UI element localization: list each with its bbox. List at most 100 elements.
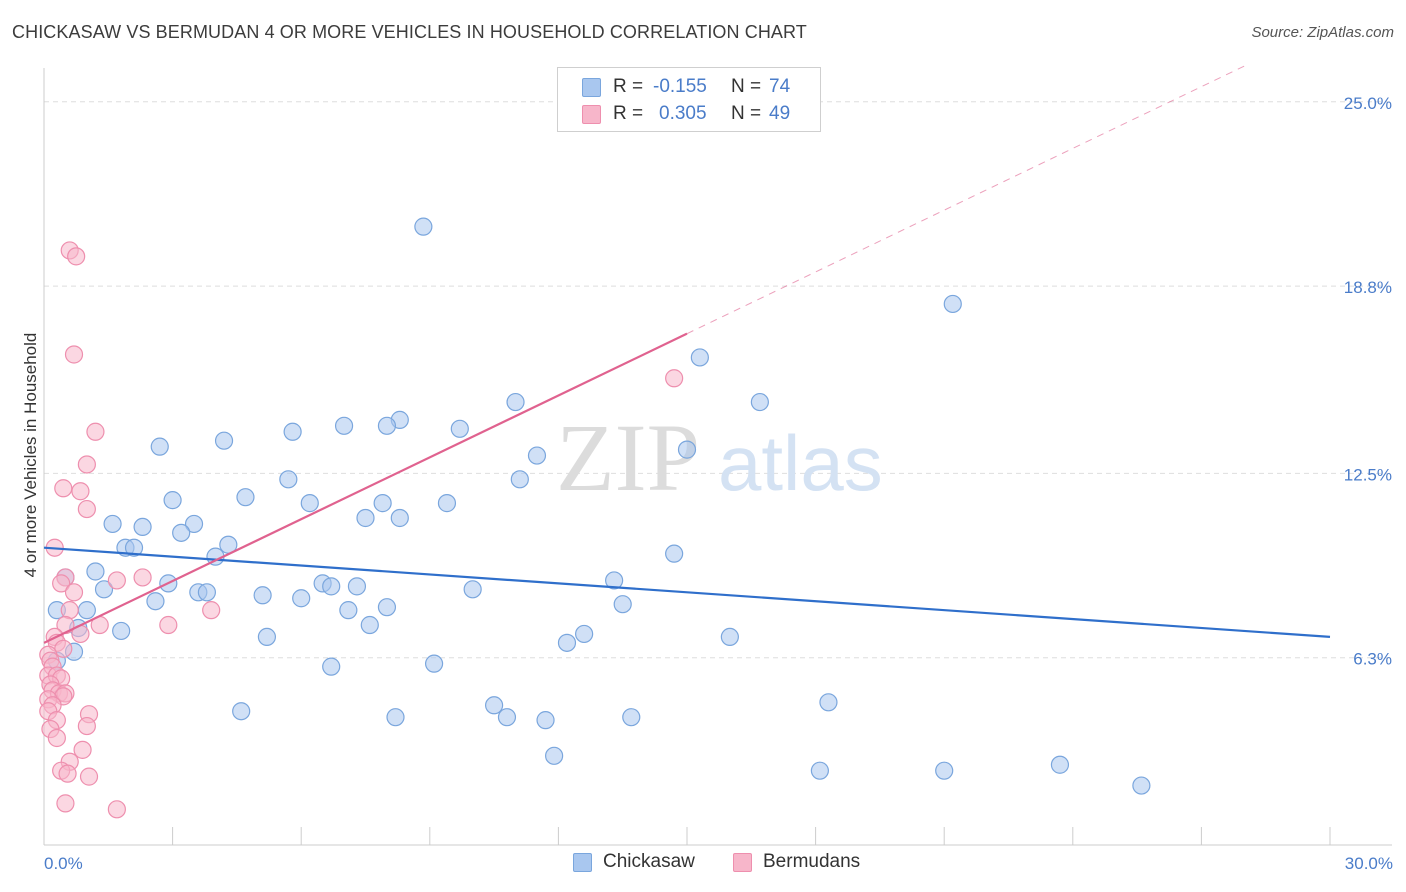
chickasaw-point [124,538,144,557]
legend-label-bermudans: Bermudans [763,851,861,872]
chickasaw-point [146,592,165,611]
chickasaw-point [677,440,697,459]
chickasaw-point [172,523,191,542]
bermudan-point [67,247,86,266]
legend-r-value: -0.155 [653,76,707,97]
chickasaw-point [334,416,354,435]
legend-n-value: 74 [769,76,791,97]
bermudan-point [77,455,96,474]
chickasaw-point [386,708,405,727]
watermark-atlas: atlas [718,419,883,507]
bermudan-point [56,794,75,813]
chickasaw-point [510,470,529,489]
chickasaw-point [283,422,302,441]
legend-r-label: R = [613,76,644,97]
chickasaw-point [390,508,409,528]
legend-r-value: 0.305 [659,103,707,124]
bermudan-point [54,479,73,498]
chickasaw-point [690,348,709,367]
chickasaw-point [322,577,341,596]
bermudan-point [107,571,126,590]
chickasaw-point [1132,776,1151,795]
chickasaw-point [150,437,169,456]
chickasaw-point [356,508,375,528]
chickasaw-point [557,633,577,652]
chickasaw-point [77,601,96,620]
legend-item-bermudans[interactable]: Bermudans [733,851,860,873]
chickasaw-point [506,392,525,412]
bermudan-point [58,764,77,783]
y-axis-label: 4 or more Vehicles in Household [21,333,40,578]
chickasaw-point [163,491,182,510]
chickasaw-point [810,761,829,780]
chickasaw-point [112,621,131,641]
bermudan-point [71,482,90,501]
y-tick-label: 25.0% [1344,94,1392,113]
bermudan-point [159,615,178,635]
chickasaw-points [47,217,1151,795]
chickasaw-point [527,446,547,465]
chickasaw-point [377,416,397,435]
chickasaw-point [819,693,838,712]
bermudan-point [77,499,96,519]
legend-n-label: N = [731,76,762,97]
trend-lines [43,65,1331,644]
bermudan-point [77,716,96,736]
chickasaw-point [485,696,504,715]
chickasaw-point [232,702,251,721]
chickasaw-point [184,514,204,534]
chickasaw-point [424,654,444,673]
legend-item-chickasaw[interactable]: Chickasaw [573,851,695,873]
chickasaw-point [536,711,555,730]
chickasaw-point [214,431,234,450]
bermudan-point [202,601,221,620]
chickasaw-point [133,517,152,537]
chickasaw-point [197,583,216,602]
watermark: ZIP atlas [556,404,883,511]
chickasaw-trend-line [43,546,1331,638]
legend-label-chickasaw: Chickasaw [603,851,695,872]
chickasaw-point [665,544,684,563]
chickasaw-point [347,577,367,596]
correlation-legend: R = -0.155 N = 74 R = 0.305 N = 49 [557,67,821,132]
chickasaw-point [322,657,341,676]
chickasaw-point [622,708,641,727]
bermudan-point [133,568,152,587]
chickasaw-point [257,627,277,646]
chickasaw-point [279,470,298,489]
chickasaw-point [750,392,769,412]
chickasaw-point [300,494,319,513]
chickasaw-point [463,580,482,599]
legend-row-bermudan: R = 0.305 N = 49 [558,100,790,128]
bermudan-point [107,800,126,819]
chickasaw-point [86,562,105,581]
chickasaw-point [236,488,255,507]
chickasaw-point [360,615,379,635]
bermudan-point [64,345,84,364]
bermudan-points [39,241,684,819]
y-tick-label: 12.5% [1344,465,1392,484]
tick-labels: 6.3% 12.5% 18.8% 25.0% 0.0% 30.0% [44,94,1393,873]
chickasaw-point [943,294,962,314]
legend-n-label: N = [731,103,762,124]
bermudan-point [52,574,71,593]
legend-row-chickasaw: R = -0.155 N = 74 [558,73,790,101]
chickasaw-point [414,217,433,236]
chickasaw-swatch [573,852,592,872]
series-legend: Chickasaw Bermudans [0,851,1406,879]
chickasaw-point [339,601,358,620]
chart-title: CHICKASAW VS BERMUDAN 4 OR MORE VEHICLES… [12,22,807,42]
chickasaw-point [103,514,122,534]
legend-r-label: R = [613,103,644,124]
bermudan-swatch [582,104,601,124]
chickasaw-point [437,494,457,513]
bermudan-point [86,422,105,441]
chickasaw-point [935,761,954,780]
bermudan-swatch [733,852,752,872]
x-tick-label: 0.0% [44,854,83,873]
chickasaw-point [545,746,564,765]
bermudan-point [79,767,99,786]
watermark-zip: ZIP [556,404,700,511]
chickasaw-point [575,624,594,644]
